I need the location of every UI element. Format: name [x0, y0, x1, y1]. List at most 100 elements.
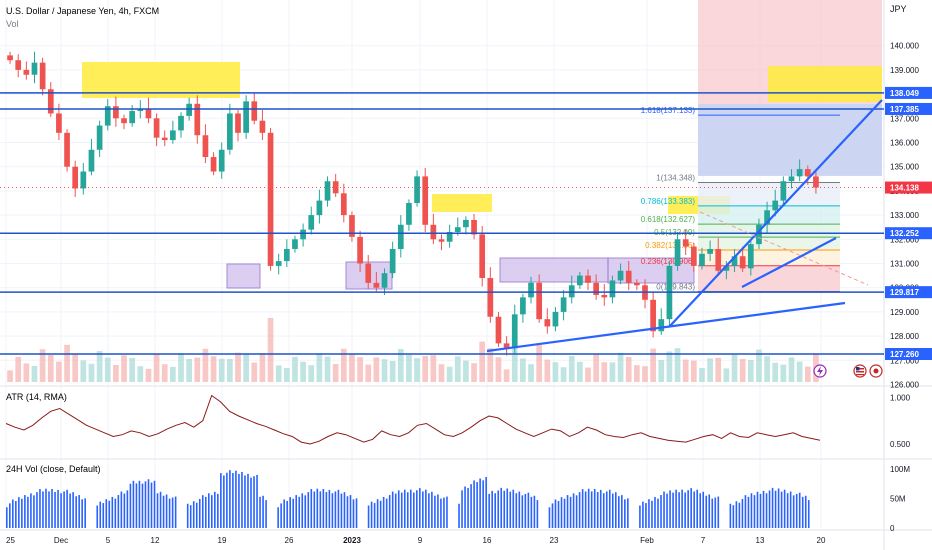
vol24-bar	[500, 487, 503, 528]
y-tick-label: 137.000	[890, 114, 919, 123]
volume-bar	[373, 357, 380, 382]
volume-bar	[186, 359, 192, 382]
vol24-bar	[666, 493, 668, 528]
vol24-bar	[738, 502, 741, 528]
vol24-bar	[467, 487, 469, 528]
vol24-bar	[24, 495, 26, 528]
vol24-bar	[283, 499, 285, 528]
vol24-bar	[259, 496, 261, 528]
vol24-bar	[428, 493, 430, 528]
candle-body	[625, 270, 632, 283]
vol24-bar	[461, 490, 463, 528]
volume-bar	[723, 368, 730, 382]
vol24-bar	[515, 493, 518, 528]
vol24-bar	[744, 495, 747, 528]
candle-body	[23, 69, 30, 75]
vol24-bar	[256, 474, 258, 528]
volume-bar	[15, 356, 22, 382]
volume-bar	[259, 353, 266, 382]
vol24-bar	[654, 496, 656, 528]
vol24-bar	[165, 494, 168, 528]
vol24-bar	[518, 491, 521, 528]
vol24-bar	[277, 507, 279, 528]
candle-body	[267, 132, 274, 266]
lightning-icon[interactable]	[813, 364, 827, 378]
y-tick-label: 132.000	[890, 235, 919, 244]
x-tick-label: 20	[817, 536, 826, 545]
volume-bar	[145, 368, 152, 382]
volume-bar	[153, 353, 160, 382]
volume-bar	[235, 352, 241, 382]
candle-body	[72, 166, 79, 189]
yellow-highlight-box	[82, 62, 240, 98]
vol24-bar	[385, 498, 388, 528]
atr-tick-label: 0.500	[890, 440, 911, 449]
x-tick-label: 5	[106, 536, 111, 545]
vol24-bar	[587, 488, 590, 528]
candle-body	[479, 234, 486, 279]
volume-bar	[495, 357, 502, 382]
candle-body	[251, 101, 258, 121]
vol24-bar	[702, 491, 705, 528]
volume-bar	[267, 318, 274, 382]
candle-body	[218, 149, 225, 172]
vol24-bar	[138, 480, 141, 528]
candle-body	[796, 169, 803, 177]
volume-bar	[438, 364, 445, 382]
candle-body	[463, 219, 469, 228]
vol24-bar	[605, 491, 608, 528]
us-flag-icon[interactable]	[853, 364, 867, 378]
volume-bar	[316, 353, 323, 382]
candle-body	[161, 137, 168, 141]
jp-flag-icon[interactable]	[869, 364, 883, 378]
vol24-bar	[397, 490, 400, 528]
vol24-bar	[506, 488, 509, 528]
candle-body	[520, 297, 526, 315]
candle-body	[365, 263, 372, 283]
vol24-bar	[72, 492, 74, 528]
candle-body	[47, 89, 54, 114]
vol24-bar	[431, 491, 433, 528]
volume-bar	[707, 358, 713, 382]
candle-body	[243, 101, 249, 133]
candle-body	[446, 232, 453, 242]
candle-body	[682, 239, 689, 247]
vol24-bar	[226, 472, 228, 528]
vol24-bar	[473, 480, 475, 528]
vol24-bar	[280, 503, 282, 528]
vol24-bar	[241, 471, 243, 528]
volume-bar	[536, 345, 543, 382]
trend-line	[486, 301, 846, 353]
volume-bar	[520, 358, 526, 382]
x-tick-label: 9	[418, 536, 423, 545]
price-tag-bg	[885, 181, 932, 194]
vol24-bar	[349, 495, 352, 528]
vol24-bar	[21, 498, 23, 528]
vol24-bar	[316, 488, 319, 528]
candle-body	[715, 248, 722, 271]
volume-bar	[503, 369, 510, 382]
vol-label: Vol	[6, 19, 19, 29]
volume-bar	[511, 347, 518, 382]
candle-body	[674, 239, 681, 266]
vol24-bar	[78, 495, 80, 528]
vol24-bar	[289, 497, 291, 528]
vol24-bar	[63, 491, 65, 528]
volume-bar	[764, 356, 770, 382]
volume-bar	[47, 355, 54, 382]
candle-body	[227, 113, 233, 150]
vol24-bar	[343, 492, 346, 528]
volume-bar	[324, 356, 331, 382]
vol24-bar	[132, 480, 135, 528]
candle-body	[235, 113, 241, 133]
vol24-bar	[18, 497, 20, 528]
volume-bar	[96, 351, 103, 382]
volume-bar	[674, 348, 681, 382]
candle-body	[414, 176, 420, 203]
vol24-bar	[560, 497, 563, 528]
vol24-tick-label: 0	[890, 524, 895, 533]
vol24-bar	[51, 488, 53, 528]
vol24-bar	[795, 493, 798, 528]
vol24-bar	[292, 498, 295, 528]
volume-bar	[682, 359, 689, 382]
